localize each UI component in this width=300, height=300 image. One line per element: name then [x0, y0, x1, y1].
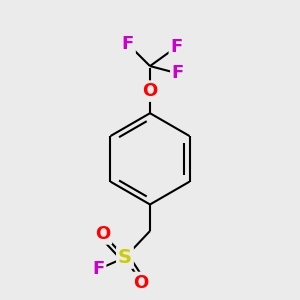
- Text: O: O: [134, 274, 149, 292]
- Text: F: F: [172, 64, 184, 82]
- Text: O: O: [142, 82, 158, 100]
- Text: O: O: [95, 225, 110, 243]
- Text: F: F: [122, 35, 134, 53]
- Text: F: F: [170, 38, 183, 56]
- Text: S: S: [118, 248, 132, 267]
- Text: F: F: [92, 260, 105, 278]
